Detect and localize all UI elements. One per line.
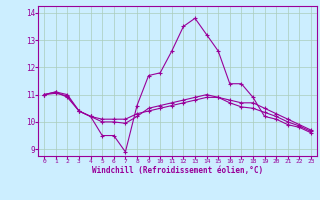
X-axis label: Windchill (Refroidissement éolien,°C): Windchill (Refroidissement éolien,°C) <box>92 166 263 175</box>
